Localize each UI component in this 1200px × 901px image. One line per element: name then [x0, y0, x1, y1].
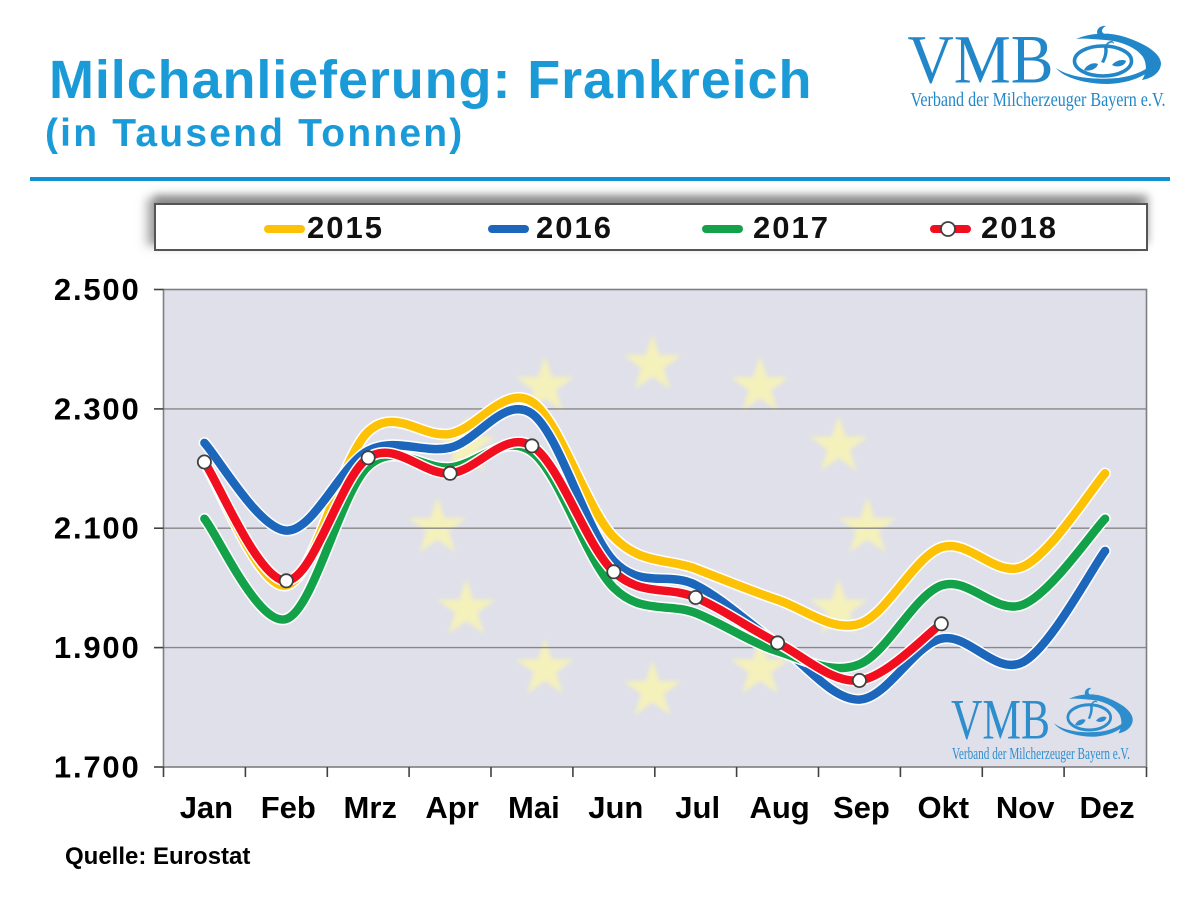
svg-text:2.300: 2.300 [54, 391, 141, 426]
svg-text:2.100: 2.100 [54, 511, 141, 546]
svg-text:Mrz: Mrz [344, 790, 397, 825]
svg-text:Dez: Dez [1080, 790, 1135, 825]
svg-text:Nov: Nov [996, 790, 1055, 825]
svg-text:Apr: Apr [425, 790, 478, 825]
svg-text:1.700: 1.700 [54, 750, 141, 785]
svg-text:Jun: Jun [588, 790, 643, 825]
svg-text:VMB: VMB [951, 689, 1050, 752]
svg-text:Jul: Jul [675, 790, 720, 825]
svg-text:Jan: Jan [180, 790, 233, 825]
svg-text:Feb: Feb [261, 790, 316, 825]
svg-text:Okt: Okt [917, 790, 969, 825]
svg-text:Mai: Mai [508, 790, 560, 825]
svg-text:1.900: 1.900 [54, 630, 141, 665]
svg-text:Verband der Milcherzeuger Baye: Verband der Milcherzeuger Bayern e.V. [952, 744, 1130, 763]
svg-text:Verband der Milcherzeuger Baye: Verband der Milcherzeuger Bayern e.V. [911, 89, 1166, 111]
svg-text:Aug: Aug [749, 790, 809, 825]
svg-text:Sep: Sep [833, 790, 890, 825]
svg-text:2.500: 2.500 [54, 272, 141, 307]
svg-text:VMB: VMB [908, 21, 1054, 97]
